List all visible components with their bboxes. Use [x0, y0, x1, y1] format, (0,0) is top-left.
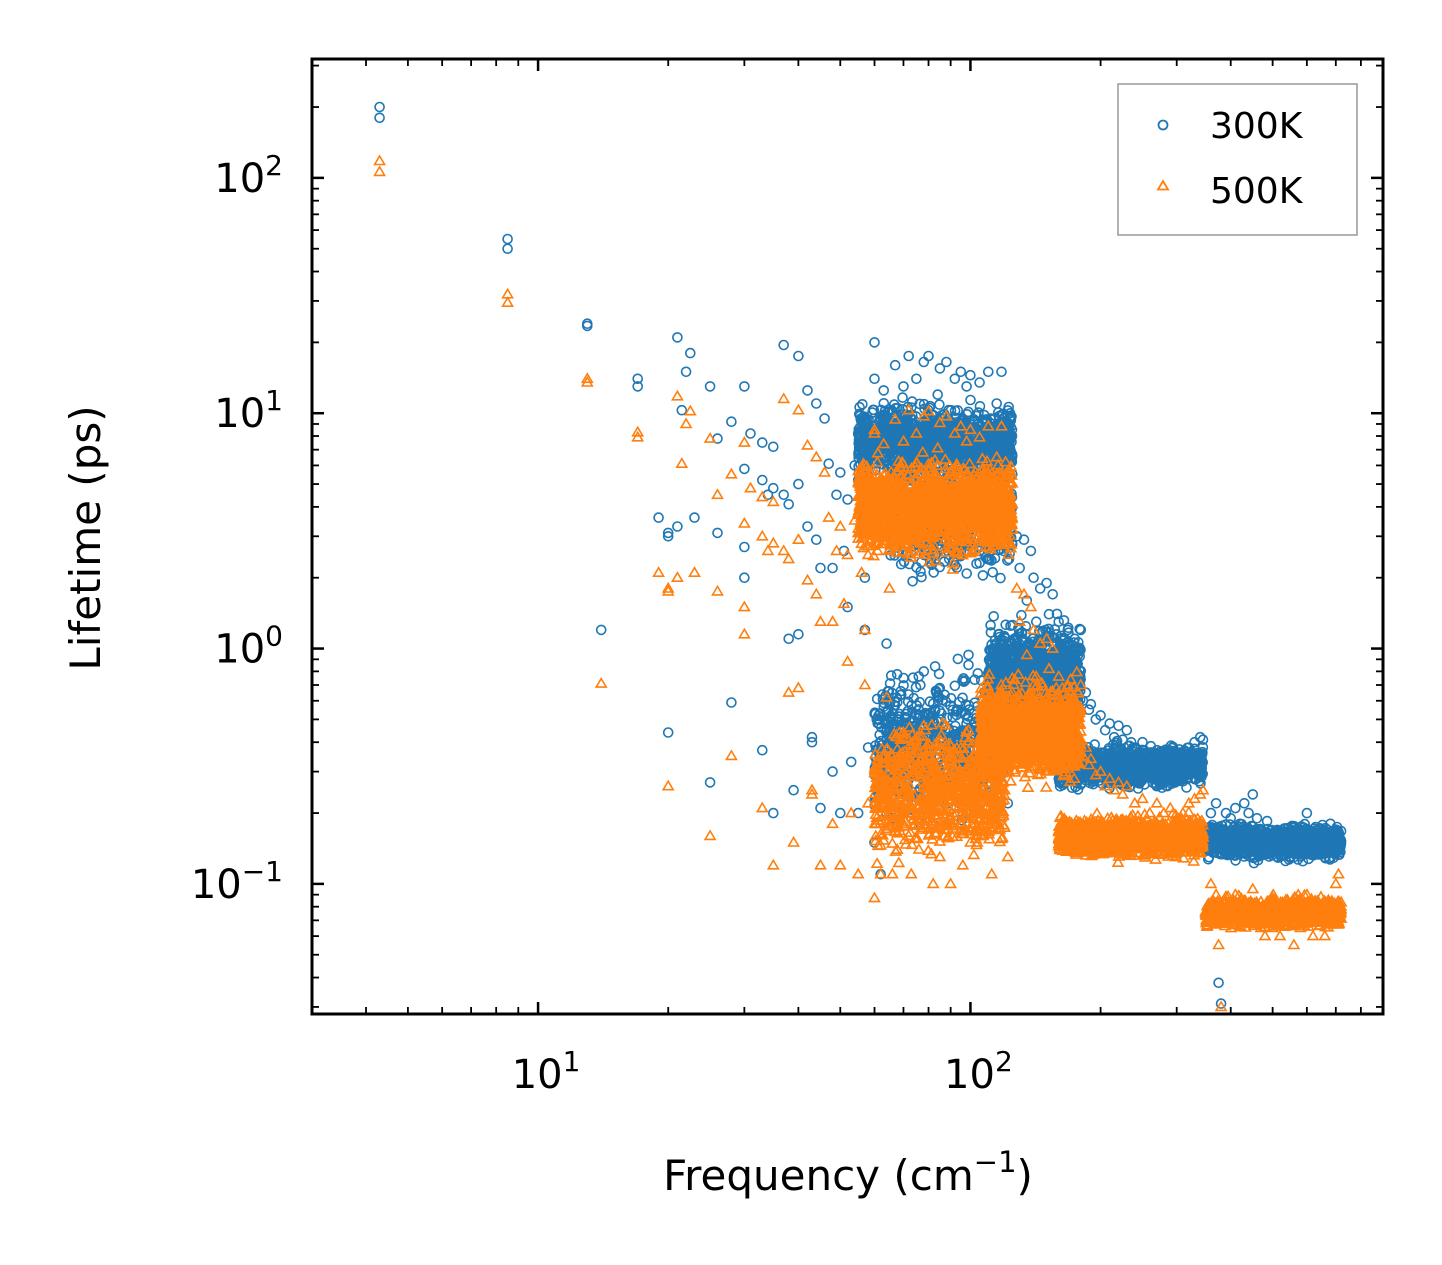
- point-300k: [974, 400, 986, 412]
- point-300k: [855, 415, 867, 427]
- point-300k: [876, 410, 887, 422]
- point-300k: [922, 427, 933, 439]
- point-300k: [919, 433, 931, 445]
- point-300k: [899, 415, 910, 427]
- scatter-points: [373, 101, 1348, 1012]
- point-300k: [938, 419, 950, 431]
- point-300k: [980, 445, 992, 457]
- point-300k: [992, 436, 1004, 448]
- point-300k: [971, 419, 983, 431]
- point-300k: [854, 401, 865, 413]
- point-300k: [897, 392, 908, 403]
- point-300k: [1004, 411, 1016, 423]
- point-300k: [914, 398, 926, 410]
- point-300k: [934, 399, 945, 410]
- point-300k: [906, 396, 918, 407]
- point-300k: [957, 413, 969, 425]
- point-300k: [986, 438, 997, 450]
- point-300k: [938, 434, 950, 446]
- point-300k: [886, 405, 898, 416]
- point-300k: [878, 397, 890, 409]
- point-300k: [952, 405, 964, 416]
- point-300k: [855, 428, 867, 440]
- point-300k: [1002, 440, 1014, 452]
- point-300k: [900, 446, 912, 458]
- point-300k: [868, 404, 880, 416]
- point-300k: [885, 445, 897, 457]
- point-300k: [974, 445, 986, 457]
- point-300k: [965, 394, 976, 406]
- point-300k: [1005, 430, 1016, 442]
- point-300k: [857, 398, 868, 410]
- point-300k: [877, 409, 889, 421]
- point-300k: [855, 449, 867, 461]
- point-300k: [968, 424, 979, 436]
- point-300k: [864, 440, 875, 452]
